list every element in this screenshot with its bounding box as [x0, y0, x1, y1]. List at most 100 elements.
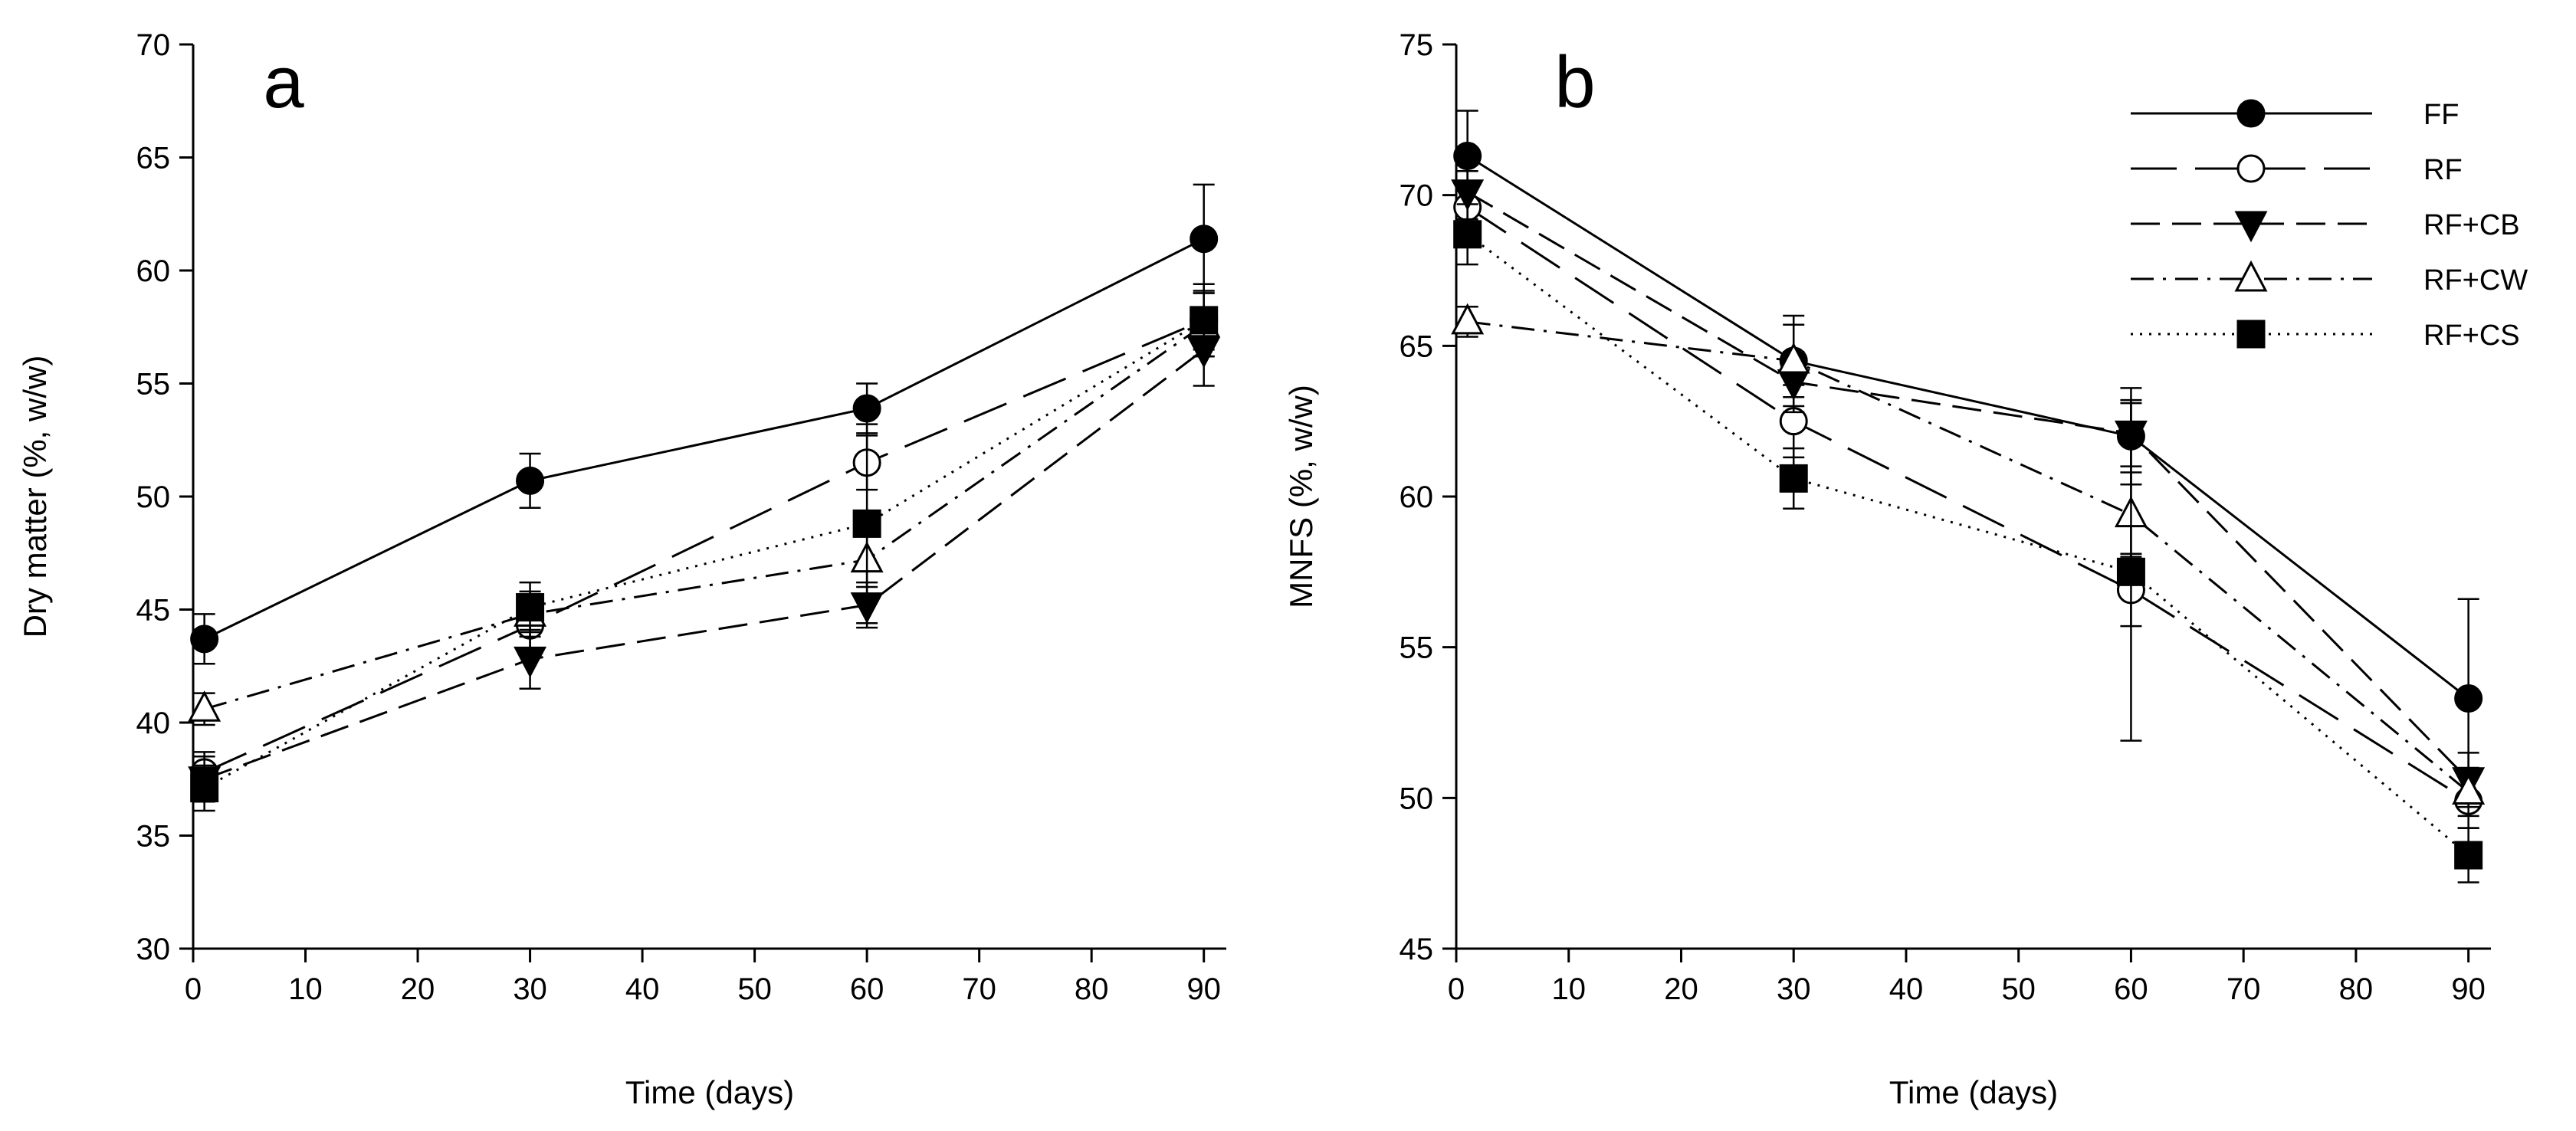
legend-item: FF [2131, 99, 2459, 131]
x-tick-label: 0 [185, 972, 202, 1006]
y-tick-label: 60 [136, 254, 171, 288]
legend-marker [2234, 211, 2268, 243]
data-point [1779, 464, 1808, 493]
series-line [204, 323, 1205, 710]
y-tick-label: 65 [1400, 329, 1434, 363]
y-axis-title: Dry matter (%, w/w) [17, 356, 53, 638]
data-point [852, 394, 881, 423]
data-point [1777, 342, 1810, 374]
y-axis-title: MNFS (%, w/w) [1283, 385, 1319, 608]
series-line [204, 319, 1205, 774]
data-point [188, 690, 222, 722]
data-point [2454, 684, 2483, 713]
data-point [1453, 220, 1482, 249]
x-tick-label: 60 [2114, 972, 2148, 1006]
y-tick-label: 40 [136, 706, 171, 740]
data-point [852, 509, 881, 538]
data-point [516, 593, 545, 622]
x-tick-label: 30 [1777, 972, 1811, 1006]
data-point [2454, 841, 2483, 870]
series-rf-cb [1451, 164, 2486, 808]
y-tick-label: 35 [136, 820, 171, 854]
legend-label: RF+CS [2423, 320, 2520, 352]
panel-b: 45 50 55 60 65 70 75 0 10 20 30 40 50 60 70 80 90 Time (d… [1283, 28, 2528, 1110]
x-tick-label: 90 [2451, 972, 2486, 1006]
x-tick-label: 50 [2001, 972, 2036, 1006]
legend-marker [2236, 154, 2266, 183]
series-rf-cw [1451, 303, 2486, 818]
series-line [203, 238, 1205, 641]
series-rf [1453, 169, 2483, 829]
legend-marker [2234, 260, 2268, 292]
x-tick-label: 0 [1448, 972, 1465, 1006]
y-tick-label: 65 [136, 142, 171, 175]
series-line [1467, 320, 2469, 793]
x-tick-label: 10 [288, 972, 323, 1006]
y-tick-label: 70 [136, 28, 171, 62]
y-tick-label: 50 [1400, 782, 1434, 815]
legend-label: FF [2423, 99, 2459, 131]
legend-label: RF+CB [2423, 209, 2520, 241]
legend-item: RF [2131, 154, 2463, 186]
data-point [514, 646, 547, 678]
series-line [1466, 155, 2469, 700]
y-tick-label: 45 [1400, 933, 1434, 966]
data-point [190, 774, 219, 803]
data-point [190, 625, 219, 654]
legend: FF RF RF+CB RF+CW RF+CS [2131, 99, 2528, 352]
series-line [1466, 206, 2469, 802]
x-tick-label: 90 [1186, 972, 1221, 1006]
data-point [2452, 773, 2486, 805]
series-line [203, 319, 1205, 789]
x-tick-label: 30 [513, 972, 547, 1006]
legend-marker [2236, 99, 2266, 128]
y-tick-label: 50 [136, 480, 171, 514]
data-point [2116, 557, 2145, 586]
y-tick-label: 70 [1400, 179, 1434, 213]
x-tick-label: 80 [1075, 972, 1109, 1006]
x-tick-label: 70 [962, 972, 996, 1006]
x-tick-label: 20 [1664, 972, 1698, 1006]
data-point [1190, 225, 1219, 254]
x-tick-label: 80 [2339, 972, 2374, 1006]
panel-letter: a [263, 41, 304, 123]
x-tick-label: 40 [1889, 972, 1924, 1006]
series-line [204, 349, 1205, 781]
x-tick-label: 50 [737, 972, 772, 1006]
data-point [516, 466, 545, 495]
x-tick-label: 60 [850, 972, 884, 1006]
legend-item: RF+CS [2131, 320, 2520, 352]
series-line [1466, 233, 2469, 857]
panel-a: 30 35 40 45 50 55 60 65 70 0 10 20 30 40 50 60 70 80 90 Tim… [17, 28, 1226, 1110]
data-point [1190, 306, 1219, 335]
legend-item: RF+CW [2131, 260, 2528, 297]
legend-label: RF [2423, 154, 2463, 186]
legend-label: RF+CW [2423, 264, 2528, 297]
series-ff [1453, 110, 2483, 799]
data-point [1451, 179, 1485, 211]
y-tick-label: 55 [1400, 631, 1434, 665]
legend-item: RF+CB [2131, 209, 2520, 243]
x-tick-label: 70 [2227, 972, 2261, 1006]
series-rf-cb [188, 312, 1221, 803]
x-axis-title: Time (days) [625, 1074, 794, 1110]
series-rf-cw [188, 292, 1221, 726]
series-line [1466, 191, 2469, 781]
panel-letter: b [1554, 41, 1595, 123]
y-tick-label: 60 [1400, 480, 1434, 514]
y-tick-label: 55 [136, 368, 171, 402]
x-tick-label: 20 [401, 972, 435, 1006]
series-rf [190, 283, 1219, 794]
x-tick-label: 40 [625, 972, 660, 1006]
series-ff [190, 183, 1219, 665]
y-tick-label: 45 [136, 594, 171, 628]
y-tick-label: 75 [1400, 28, 1434, 62]
y-tick-label: 30 [136, 933, 171, 966]
data-point [1451, 303, 1485, 335]
x-axis-title: Time (days) [1889, 1074, 2058, 1110]
legend-marker [2236, 320, 2266, 349]
x-tick-label: 10 [1551, 972, 1586, 1006]
series-rf-cs [190, 290, 1219, 812]
series-rf-cs [1453, 203, 2483, 883]
